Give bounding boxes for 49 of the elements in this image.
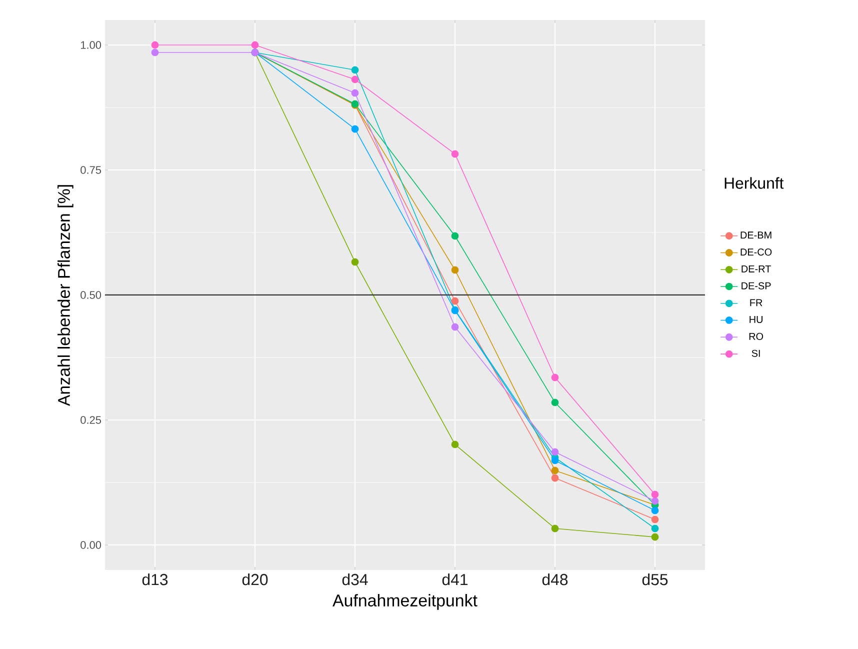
- legend-title: Herkunft: [724, 177, 784, 189]
- point: [651, 516, 659, 524]
- point: [551, 466, 559, 474]
- point: [451, 150, 459, 158]
- legend-label: HU: [750, 316, 762, 324]
- point: [351, 76, 359, 84]
- point: [651, 533, 659, 541]
- point: [451, 232, 459, 240]
- x-tick-label: d34: [342, 574, 368, 586]
- legend-label: DE-CO: [740, 248, 772, 256]
- y-tick-label: 1.00: [80, 41, 102, 49]
- point: [351, 66, 359, 74]
- point: [151, 48, 159, 56]
- point: [551, 398, 559, 406]
- y-axis-title: Anzahl lebender Pflanzen [%]: [58, 185, 74, 406]
- point: [451, 440, 459, 448]
- point: [451, 297, 459, 305]
- point: [551, 374, 559, 382]
- legend-label: DE-BM: [740, 232, 772, 239]
- y-tick-label: 0.50: [80, 291, 102, 299]
- y-tick-label: 0.25: [80, 416, 102, 424]
- legend-label: DE-SP: [742, 282, 771, 290]
- x-tick-label: d55: [642, 574, 668, 586]
- x-tick-label: d13: [142, 574, 168, 586]
- legend-label: DE-RT: [742, 265, 771, 272]
- point: [651, 524, 659, 532]
- point: [351, 258, 359, 266]
- point: [151, 41, 159, 49]
- point: [651, 497, 659, 505]
- point: [651, 490, 659, 498]
- point: [551, 474, 559, 482]
- point: [451, 323, 459, 331]
- x-tick-label: d20: [242, 574, 268, 586]
- y-tick-label: 0.00: [80, 541, 102, 549]
- legend-label: SI: [752, 350, 760, 357]
- y-tick-label: 0.75: [80, 166, 102, 174]
- legend-label: RO: [749, 332, 764, 340]
- legend-label: FR: [750, 299, 762, 306]
- x-tick-label: d41: [442, 574, 468, 586]
- point: [351, 89, 359, 97]
- point: [551, 524, 559, 532]
- point: [551, 456, 559, 464]
- point: [351, 125, 359, 133]
- x-tick-label: d48: [542, 574, 568, 586]
- point: [551, 448, 559, 456]
- x-axis-title: Aufnahmezeitpunkt: [332, 594, 478, 610]
- point: [651, 506, 659, 514]
- point: [251, 41, 259, 49]
- point: [451, 266, 459, 274]
